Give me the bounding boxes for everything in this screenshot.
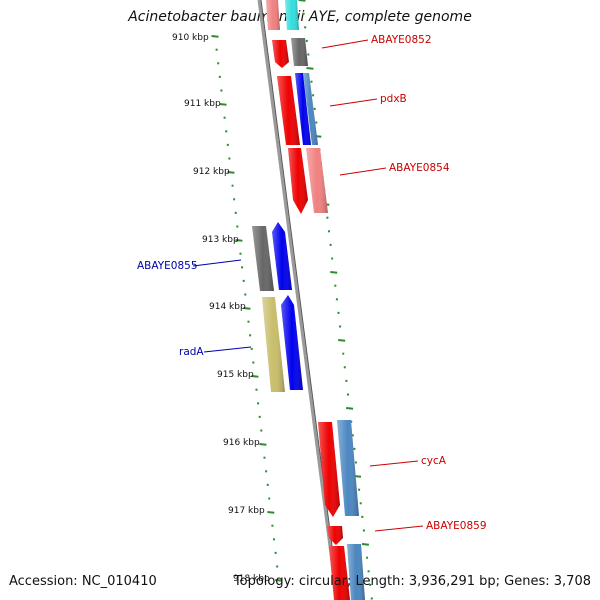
gene-label-abaye0854[interactable]: ABAYE0854 [389, 162, 450, 174]
left-ring-tick-10 [227, 171, 235, 174]
right-ring-tick-20 [330, 271, 338, 274]
gene-feature-0859-steel[interactable] [347, 544, 365, 600]
left-ring-dots [211, 35, 283, 582]
left-ring-tick-5 [219, 103, 227, 106]
callout-line-pdxb [329, 98, 378, 107]
callout-line-abaye0852 [321, 39, 369, 49]
left-ring-tick-0 [211, 35, 219, 38]
tick-label-917: 917 kbp [228, 506, 265, 516]
gene-feature-top-pink[interactable] [266, 0, 280, 30]
left-ring-tick-20 [243, 307, 251, 310]
right-ring-tick-30 [346, 407, 354, 410]
gene-feature-0854-pink[interactable] [306, 148, 328, 213]
gene-feature-top-cyan[interactable] [285, 0, 299, 30]
tick-label-913: 913 kbp [202, 235, 239, 245]
callout-line-abaye0859 [374, 525, 424, 532]
gene-label-abaye0855[interactable]: ABAYE0855 [137, 260, 198, 272]
gene-feature-cyca-steel[interactable] [337, 420, 359, 516]
callout-line-abaye0855 [192, 259, 242, 267]
callout-line-abaye0854 [339, 167, 387, 176]
left-ring-tick-15 [235, 239, 243, 242]
tick-label-910: 910 kbp [172, 33, 209, 43]
tick-label-914: 914 kbp [209, 302, 246, 312]
tick-label-916: 916 kbp [223, 438, 260, 448]
right-ring-tick-25 [338, 339, 346, 342]
accession-text: Accession: NC_010410 [9, 574, 157, 589]
tick-label-918: 918 kbp [233, 574, 270, 584]
gene-label-abaye0859[interactable]: ABAYE0859 [426, 520, 487, 532]
gene-feature-rada-khaki[interactable] [262, 297, 285, 392]
gene-feature-0852-gray[interactable] [291, 38, 308, 66]
left-ring-tick-30 [259, 443, 267, 446]
callout-line-cyca [369, 460, 419, 467]
right-ring-tick-0 [298, 0, 306, 2]
gene-label-cyca[interactable]: cycA [421, 455, 447, 467]
left-ring-tick-40 [275, 579, 283, 582]
gene-label-abaye0852[interactable]: ABAYE0852 [371, 34, 432, 46]
map-title: Acinetobacter baumannii AYE, complete ge… [128, 9, 472, 25]
gene-feature-0854-red[interactable] [288, 148, 308, 214]
right-ring-tick-40 [361, 543, 370, 546]
tick-label-911: 911 kbp [184, 99, 221, 109]
callout-line-rada [203, 346, 252, 353]
gene-label-pdxb[interactable]: pdxB [380, 93, 407, 105]
left-ring-tick-25 [251, 375, 259, 378]
tick-label-915: 915 kbp [217, 370, 254, 380]
gene-feature-0855-gray[interactable] [252, 226, 274, 291]
gene-feature-0852-red[interactable] [272, 40, 289, 68]
gene-label-rada[interactable]: radA [179, 346, 204, 358]
left-ring-tick-35 [267, 511, 275, 514]
genome-stats-text: Topology: circular; Length: 3,936,291 bp… [233, 574, 591, 589]
gene-feature-0859-red-2[interactable] [329, 546, 350, 600]
right-ring-tick-5 [306, 67, 314, 70]
tick-label-912: 912 kbp [193, 167, 230, 177]
